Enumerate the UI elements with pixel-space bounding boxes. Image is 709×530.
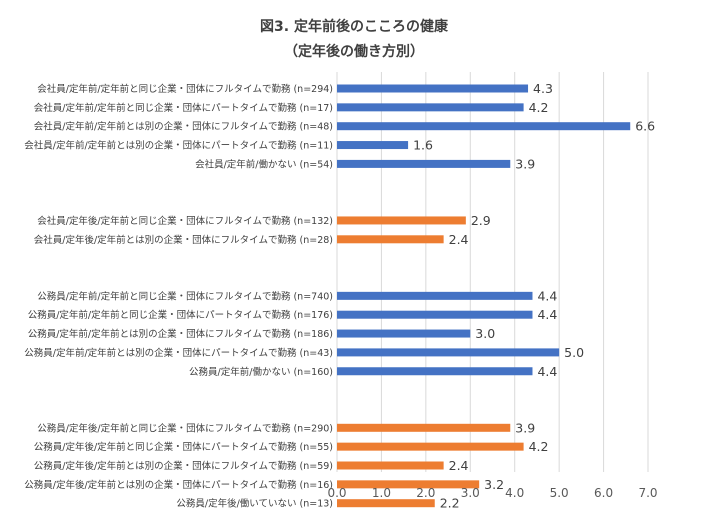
bar [337, 423, 511, 432]
bar [337, 235, 444, 244]
value-label: 4.4 [537, 364, 557, 379]
value-label: 3.2 [484, 477, 504, 492]
value-labels: 4.34.26.61.63.92.92.44.44.43.05.04.43.94… [413, 81, 655, 511]
category-label: 公務員/定年後/定年前とは別の企業・団体にフルタイムで勤務 (n=59) [34, 460, 333, 472]
category-labels: 会社員/定年前/定年前と同じ企業・団体にフルタイムで勤務 (n=294) 会社員/… [24, 83, 333, 510]
value-label: 2.2 [440, 496, 460, 511]
category-label: 公務員/定年前/定年前とは別の企業・団体にパートタイムで勤務 (n=43) [24, 347, 333, 359]
category-label: 公務員/定年前/定年前と同じ企業・団体にフルタイムで勤務 (n=740) [37, 290, 333, 302]
bar [337, 291, 533, 300]
x-tick-label: 0.0 [327, 486, 346, 500]
category-label: 会社員/定年後/定年前と同じ企業・団体にフルタイムで勤務 (n=132) [37, 215, 333, 227]
bar [337, 461, 444, 470]
x-axis-ticks: 0.0 1.0 2.0 3.0 4.0 5.0 6.0 7.0 [327, 486, 657, 500]
bar [337, 216, 466, 225]
x-tick-label: 3.0 [461, 486, 480, 500]
category-label: 会社員/定年前/定年前と同じ企業・団体にフルタイムで勤務 (n=294) [37, 83, 333, 95]
category-label: 公務員/定年前/働かない (n=160) [189, 366, 333, 378]
value-label: 4.2 [529, 439, 549, 454]
value-label: 3.9 [515, 420, 535, 435]
category-label: 会社員/定年前/定年前とは別の企業・団体にフルタイムで勤務 (n=48) [34, 121, 333, 133]
gridlines [336, 72, 649, 472]
x-tick-label: 5.0 [550, 486, 569, 500]
category-label: 公務員/定年後/定年前と同じ企業・団体にフルタイムで勤務 (n=290) [37, 422, 333, 434]
x-tick-label: 2.0 [416, 486, 435, 500]
value-label: 3.9 [515, 156, 535, 171]
category-label: 公務員/定年前/定年前とは別の企業・団体にフルタイムで勤務 (n=186) [28, 328, 333, 340]
bar [337, 367, 533, 376]
bar [337, 329, 471, 338]
bar [337, 122, 631, 131]
value-label: 3.0 [475, 326, 495, 341]
value-label: 1.6 [413, 138, 433, 153]
category-label: 会社員/定年後/定年前とは別の企業・団体にフルタイムで勤務 (n=28) [34, 234, 333, 246]
category-label: 会社員/定年前/定年前と同じ企業・団体にパートタイムで勤務 (n=17) [34, 102, 333, 114]
bar [337, 442, 524, 451]
category-label: 公務員/定年前/定年前と同じ企業・団体にパートタイムで勤務 (n=176) [28, 309, 333, 321]
value-label: 4.2 [529, 100, 549, 115]
bar [337, 141, 409, 150]
value-label: 2.4 [449, 458, 469, 473]
x-tick-label: 6.0 [594, 486, 613, 500]
bar [337, 480, 480, 489]
value-label: 5.0 [564, 345, 584, 360]
x-tick-label: 7.0 [638, 486, 657, 500]
bar [337, 310, 533, 319]
value-label: 6.6 [635, 119, 655, 134]
category-label: 公務員/定年後/働いていない (n=13) [176, 498, 333, 510]
chart-title: 図3. 定年前後のこころの健康 [260, 18, 449, 35]
category-label: 会社員/定年前/定年前とは別の企業・団体にパートタイムで勤務 (n=11) [24, 140, 333, 152]
category-label: 公務員/定年後/定年前と同じ企業・団体にパートタイムで勤務 (n=55) [34, 441, 333, 453]
bars [337, 84, 631, 508]
value-label: 2.9 [471, 213, 491, 228]
bar [337, 348, 560, 357]
x-tick-label: 1.0 [372, 486, 391, 500]
value-label: 4.4 [537, 288, 557, 303]
category-label: 公務員/定年後/定年前とは別の企業・団体にパートタイムで勤務 (n=16) [24, 479, 333, 491]
chart-subtitle: （定年後の働き方別） [284, 43, 424, 60]
bar [337, 499, 435, 508]
value-label: 4.3 [533, 81, 553, 96]
bar [337, 84, 529, 93]
bar [337, 103, 524, 112]
value-label: 2.4 [449, 232, 469, 247]
category-label: 会社員/定年前/働かない (n=54) [195, 158, 333, 170]
x-tick-label: 4.0 [505, 486, 524, 500]
value-label: 4.4 [537, 307, 557, 322]
bar [337, 159, 511, 168]
